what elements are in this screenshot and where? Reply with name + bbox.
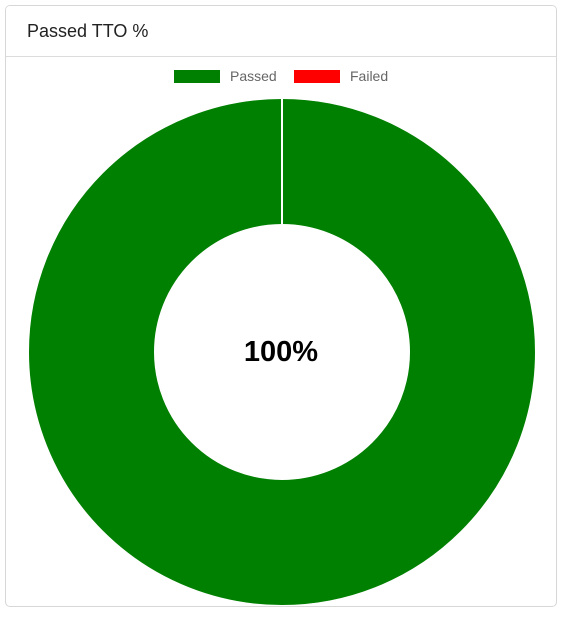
doughnut-slices bbox=[29, 99, 535, 605]
legend-label-passed: Passed bbox=[230, 68, 277, 84]
legend-item-failed[interactable]: Failed bbox=[294, 68, 388, 84]
legend-item-passed[interactable]: Passed bbox=[174, 68, 277, 84]
legend-label-failed: Failed bbox=[350, 68, 388, 84]
legend-swatch-failed bbox=[294, 70, 340, 83]
card-title: Passed TTO % bbox=[27, 20, 149, 41]
center-percentage-label: 100% bbox=[244, 336, 318, 368]
card-header: Passed TTO % bbox=[6, 6, 556, 57]
legend-swatch-passed bbox=[174, 70, 220, 83]
chart-legend: Passed Failed bbox=[174, 68, 388, 84]
